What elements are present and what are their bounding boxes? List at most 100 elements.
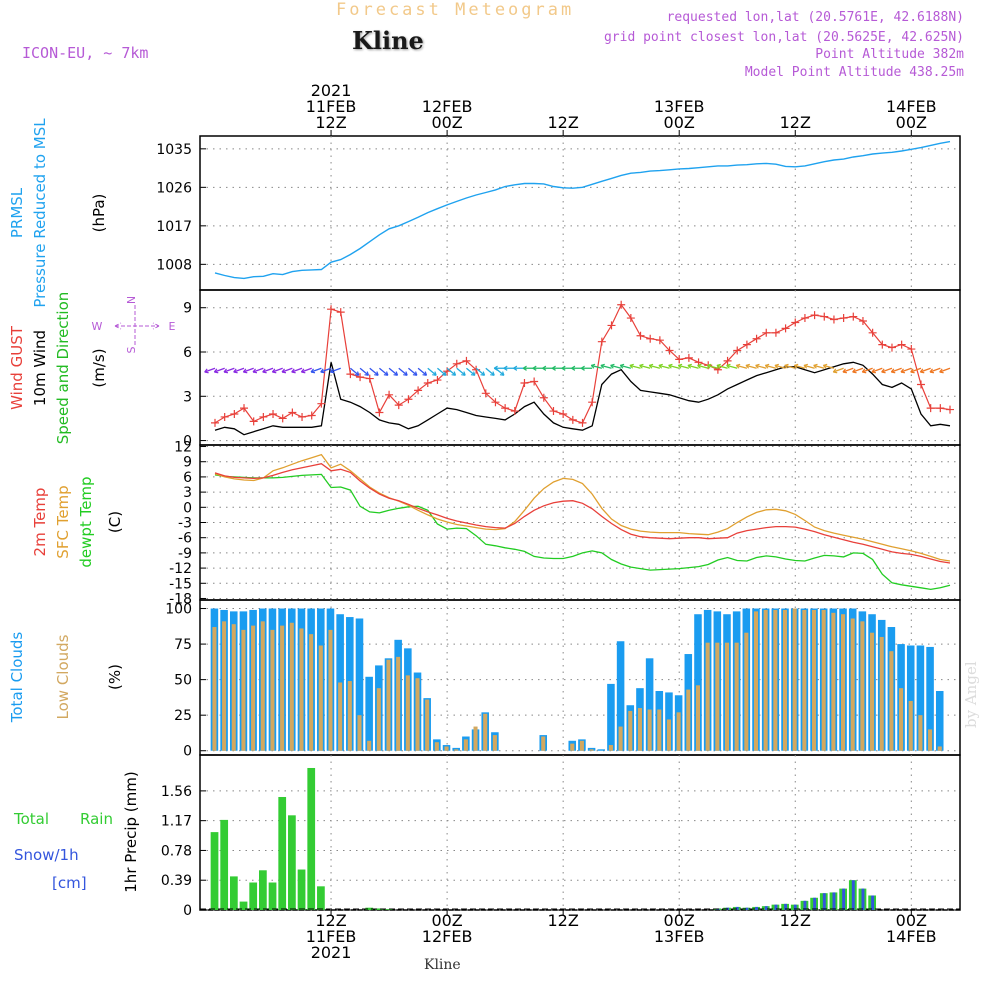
rain-bar (288, 815, 296, 910)
total-clouds-bar (607, 683, 615, 751)
gust-point (771, 328, 780, 337)
wind-direction-arrowhead (726, 363, 731, 369)
wind-direction-arrowhead (813, 363, 818, 369)
wind-direction-arrowhead (610, 363, 615, 369)
wind-direction-arrowhead (735, 363, 741, 369)
compass-e-label: E (169, 320, 176, 333)
pressure-unit-label: (hPa) (90, 194, 108, 233)
bottom-time-label: 00Z (431, 911, 462, 930)
top-time-label: 00Z (431, 113, 462, 132)
low-clouds-bar (289, 622, 294, 751)
rain-bar (268, 882, 277, 910)
low-clouds-bar (386, 659, 391, 751)
snow-bar (842, 888, 846, 910)
wind-direction-arrowhead (383, 371, 389, 376)
clouds-ytick-label: 100 (165, 602, 192, 618)
wind-direction-arrow (668, 364, 680, 369)
snow-bar (813, 897, 817, 910)
wind-direction-arrow (485, 367, 495, 376)
wind-direction-arrowhead (852, 368, 857, 374)
snow-bar (851, 880, 855, 910)
low-clouds-bar (782, 609, 788, 751)
low-clouds-bar (579, 740, 584, 751)
clouds-ytick-label: 25 (174, 708, 192, 724)
temperature-ytick-label: -12 (169, 561, 192, 577)
wind-direction-arrowhead (716, 363, 721, 369)
snow-bar (755, 906, 759, 910)
rain-bar (220, 819, 229, 910)
gust-point (510, 407, 519, 416)
wind-direction-arrowhead (803, 363, 808, 369)
wind-direction-arrowhead (600, 363, 605, 369)
wind-ytick-label: 3 (183, 389, 192, 405)
top-time-label: 11FEB (306, 97, 357, 116)
gust-point (936, 404, 945, 413)
wind-direction-arrowhead (422, 371, 428, 376)
gust-point (887, 343, 896, 352)
gust-point (597, 337, 606, 346)
low-clouds-bar (473, 726, 478, 751)
gust-point (617, 300, 626, 309)
low-clouds-bar (666, 719, 671, 751)
wind-direction-arrow (687, 364, 699, 369)
wind-direction-arrow (610, 364, 622, 369)
total-clouds-bar (916, 645, 925, 751)
low-clouds-bar (454, 749, 459, 751)
gust-point (356, 373, 365, 382)
gust-point (520, 379, 529, 387)
low-clouds-bar (637, 708, 642, 751)
wind-direction-arrowhead (871, 368, 877, 374)
gust-point (375, 408, 384, 417)
gust-point (781, 324, 790, 333)
pressure-ytick-label: 1008 (156, 257, 192, 273)
wind-direction-arrow (910, 367, 922, 373)
station-name: Kline (352, 26, 424, 55)
precip-ytick-label: 0.39 (161, 873, 192, 889)
wind-direction-arrowhead (590, 363, 596, 369)
snow-bar (803, 900, 807, 910)
gust-point (849, 312, 858, 321)
gust-point (481, 389, 490, 398)
top-time-label: 12FEB (422, 97, 473, 116)
gust-point (327, 305, 336, 314)
wind-direction-arrow (310, 367, 322, 373)
wind-direction-arrowhead (242, 368, 248, 374)
gust-point (423, 379, 432, 387)
total-clouds-bar (355, 618, 364, 751)
rain-bar (307, 767, 316, 910)
low-clouds-bar (899, 688, 904, 751)
wind-direction-arrow (214, 367, 225, 373)
low-clouds-bar (715, 642, 720, 751)
wind-direction-arrowhead (706, 363, 712, 369)
bottom-time-label: 11FEB (306, 927, 357, 946)
rain-bar (365, 907, 374, 910)
gust-point (646, 334, 655, 343)
wind-direction-arrowhead (639, 363, 644, 369)
wind-direction-arrowhead (561, 365, 566, 371)
top-time-label: 2021 (311, 81, 352, 100)
gust-point (926, 404, 935, 413)
dewpoint-label: dewpt Temp (77, 476, 95, 567)
wind-direction-arrow (697, 364, 709, 369)
temp-unit-label: (C) (106, 511, 124, 533)
total-clouds-bar (935, 691, 944, 751)
wind-direction-arrow (881, 367, 893, 373)
rain-bar (375, 908, 383, 910)
wind-direction-arrow (862, 367, 873, 373)
wind-direction-arrowhead (619, 363, 625, 369)
gust-point (800, 314, 809, 323)
low-clouds-bar (724, 642, 730, 751)
low-clouds-bar (937, 746, 942, 751)
gust-point (559, 410, 568, 418)
snow-bar (822, 893, 826, 910)
precip-unit-label: 1hr Precip (mm) (122, 771, 140, 892)
pressure-ytick-label: 1017 (156, 219, 192, 235)
gust-point (858, 317, 867, 325)
gust-point (820, 312, 829, 321)
wind-direction-arrow (359, 367, 369, 376)
gust-point (433, 376, 442, 385)
wind-ytick-label: 9 (183, 301, 192, 317)
low-clouds-bar (251, 625, 256, 751)
wind-direction-arrow (427, 367, 437, 376)
wind-direction-arrowhead (262, 368, 267, 374)
